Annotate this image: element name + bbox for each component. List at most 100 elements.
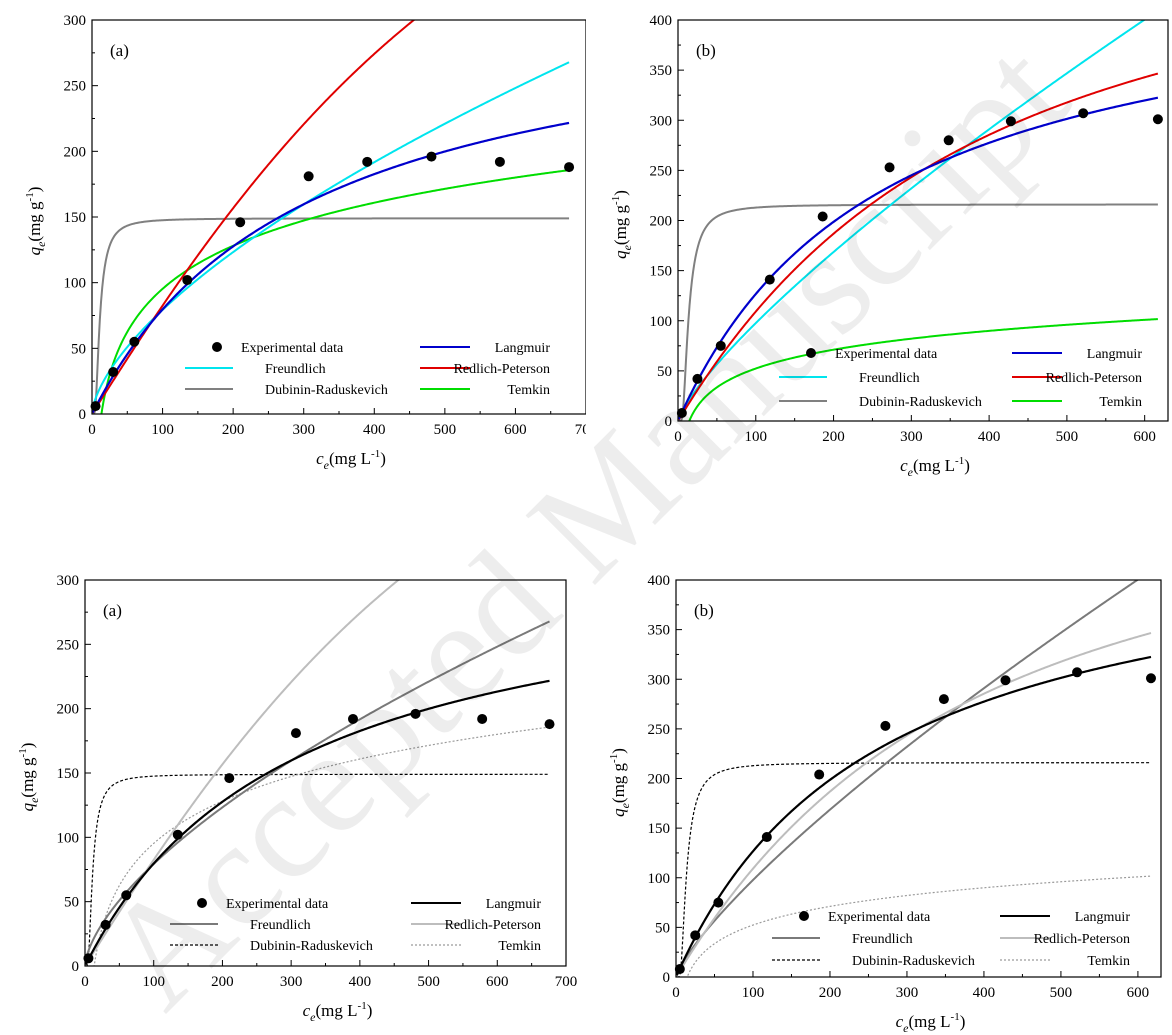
data-point — [564, 162, 575, 173]
y-tick-label: 50 — [657, 364, 672, 380]
x-label-sub: e — [310, 1010, 316, 1024]
x-tick-label: 300 — [900, 429, 923, 445]
x-label-sub: e — [903, 1021, 909, 1035]
panel-label: (b) — [696, 41, 716, 60]
x-tick-label: 400 — [349, 974, 372, 990]
legend-label-temkin: Temkin — [1099, 395, 1142, 410]
y-tick-label: 50 — [64, 895, 79, 911]
x-tick-label: 500 — [1056, 429, 1079, 445]
y-tick-label: 0 — [663, 970, 671, 986]
x-tick-label: 400 — [973, 985, 996, 1001]
redlich-curve — [85, 580, 400, 966]
x-label-var: c — [900, 456, 908, 475]
legend: Experimental data Langmuir Freundlich Redli… — [779, 347, 1142, 410]
data-point — [1005, 116, 1016, 127]
legend-label-langmuir: Langmuir — [1075, 910, 1131, 925]
y-tick-label: 150 — [64, 210, 87, 226]
x-tick-label: 100 — [742, 985, 765, 1001]
y-tick-label: 400 — [650, 13, 673, 29]
chart-panel-top-left: 0 100 200 300 400 500 600 700 0 50 100 150 200 250 300… — [24, 13, 586, 472]
data-point — [347, 713, 358, 724]
y-tick-label: 50 — [71, 341, 86, 357]
data-point — [817, 211, 828, 222]
dubinin-curve — [676, 762, 1151, 977]
x-tick-label: 300 — [896, 985, 919, 1001]
legend-label-langmuir: Langmuir — [1087, 347, 1143, 362]
data-point — [1000, 675, 1011, 686]
chart-panel-bottom-right: 0 100 200 300 400 500 600 0 50 100 150 200 250 300 350… — [608, 573, 1162, 1035]
x-label-var: c — [896, 1012, 904, 1031]
freundlich-curve — [85, 620, 550, 961]
data-point — [713, 897, 724, 908]
x-tick-label: 200 — [822, 429, 845, 445]
data-point — [362, 156, 373, 167]
legend-symbol-experimental — [212, 342, 222, 352]
data-point — [121, 890, 132, 901]
x-tick-label: 200 — [211, 974, 234, 990]
data-point — [676, 407, 687, 418]
x-tick-label: 600 — [1133, 429, 1156, 445]
x-label-exp: -1 — [371, 448, 380, 460]
legend-label-exp: Experimental data — [226, 897, 329, 912]
legend-label-langmuir: Langmuir — [495, 341, 551, 356]
x-label-exp: -1 — [951, 1011, 960, 1023]
y-tick-label: 250 — [648, 722, 671, 738]
data-point — [880, 720, 891, 731]
dubinin-curve — [85, 773, 550, 966]
data-point — [674, 964, 685, 975]
legend: Experimental data Langmuir Freundlich Redli… — [185, 341, 550, 398]
chart-panel-bottom-left: 0 100 200 300 400 500 600 700 0 50 100 150 200 250 300… — [17, 573, 577, 1024]
legend-label-dubinin: Dubinin-Raduskevich — [859, 395, 982, 410]
y-tick-label: 250 — [57, 637, 80, 653]
legend: Experimental data Langmuir Freundlich Redli… — [170, 897, 541, 954]
panel-label: (b) — [694, 601, 714, 620]
y-tick-label: 150 — [648, 821, 671, 837]
y-label-exp: -1 — [610, 196, 622, 205]
y-axis-label: qe(mg g-1) — [24, 187, 48, 256]
x-tick-label: 300 — [280, 974, 303, 990]
legend: Experimental data Langmuir Freundlich Redli… — [772, 910, 1130, 969]
curves — [92, 20, 570, 414]
temkin-curve — [686, 875, 1152, 977]
curves — [676, 580, 1152, 977]
y-label-exp: -1 — [24, 192, 36, 201]
data-point — [943, 135, 954, 146]
data-point — [90, 401, 101, 412]
y-tick-label: 200 — [57, 702, 80, 718]
redlich-curve — [678, 72, 1159, 421]
y-tick-label: 200 — [648, 772, 671, 788]
curves — [678, 20, 1159, 421]
data-point — [884, 162, 895, 173]
y-axis-label: qe(mg g-1) — [17, 743, 41, 812]
data-point — [182, 275, 193, 286]
x-tick-label: 0 — [88, 422, 96, 438]
x-label-close: ) — [964, 456, 970, 475]
y-tick-label: 100 — [57, 830, 80, 846]
y-label-var: q — [18, 802, 37, 811]
temkin-curve — [93, 726, 550, 966]
x-label-var: c — [303, 1001, 311, 1020]
data-point — [761, 832, 772, 843]
legend-label-exp: Experimental data — [828, 910, 931, 925]
y-axis-label: qe(mg g-1) — [608, 748, 632, 817]
data-point — [290, 728, 301, 739]
y-label-sub: e — [618, 802, 632, 808]
legend-symbol-experimental — [197, 898, 207, 908]
legend-label-temkin: Temkin — [507, 383, 550, 398]
y-tick-label: 0 — [79, 407, 87, 423]
langmuir-curve — [676, 655, 1152, 976]
legend-label-dubinin: Dubinin-Raduskevich — [852, 954, 975, 969]
legend-label-freundlich: Freundlich — [852, 932, 913, 947]
dubinin-curve — [678, 203, 1158, 421]
y-label-close: ) — [18, 743, 37, 749]
data-point — [494, 156, 505, 167]
y-tick-label: 150 — [650, 264, 673, 280]
freundlich-curve — [676, 580, 1140, 975]
panel-label: (a) — [110, 41, 129, 60]
data-point — [715, 340, 726, 351]
y-tick-label: 350 — [648, 623, 671, 639]
x-tick-label: 400 — [978, 429, 1001, 445]
y-tick-label: 350 — [650, 63, 673, 79]
x-tick-label: 300 — [292, 422, 315, 438]
